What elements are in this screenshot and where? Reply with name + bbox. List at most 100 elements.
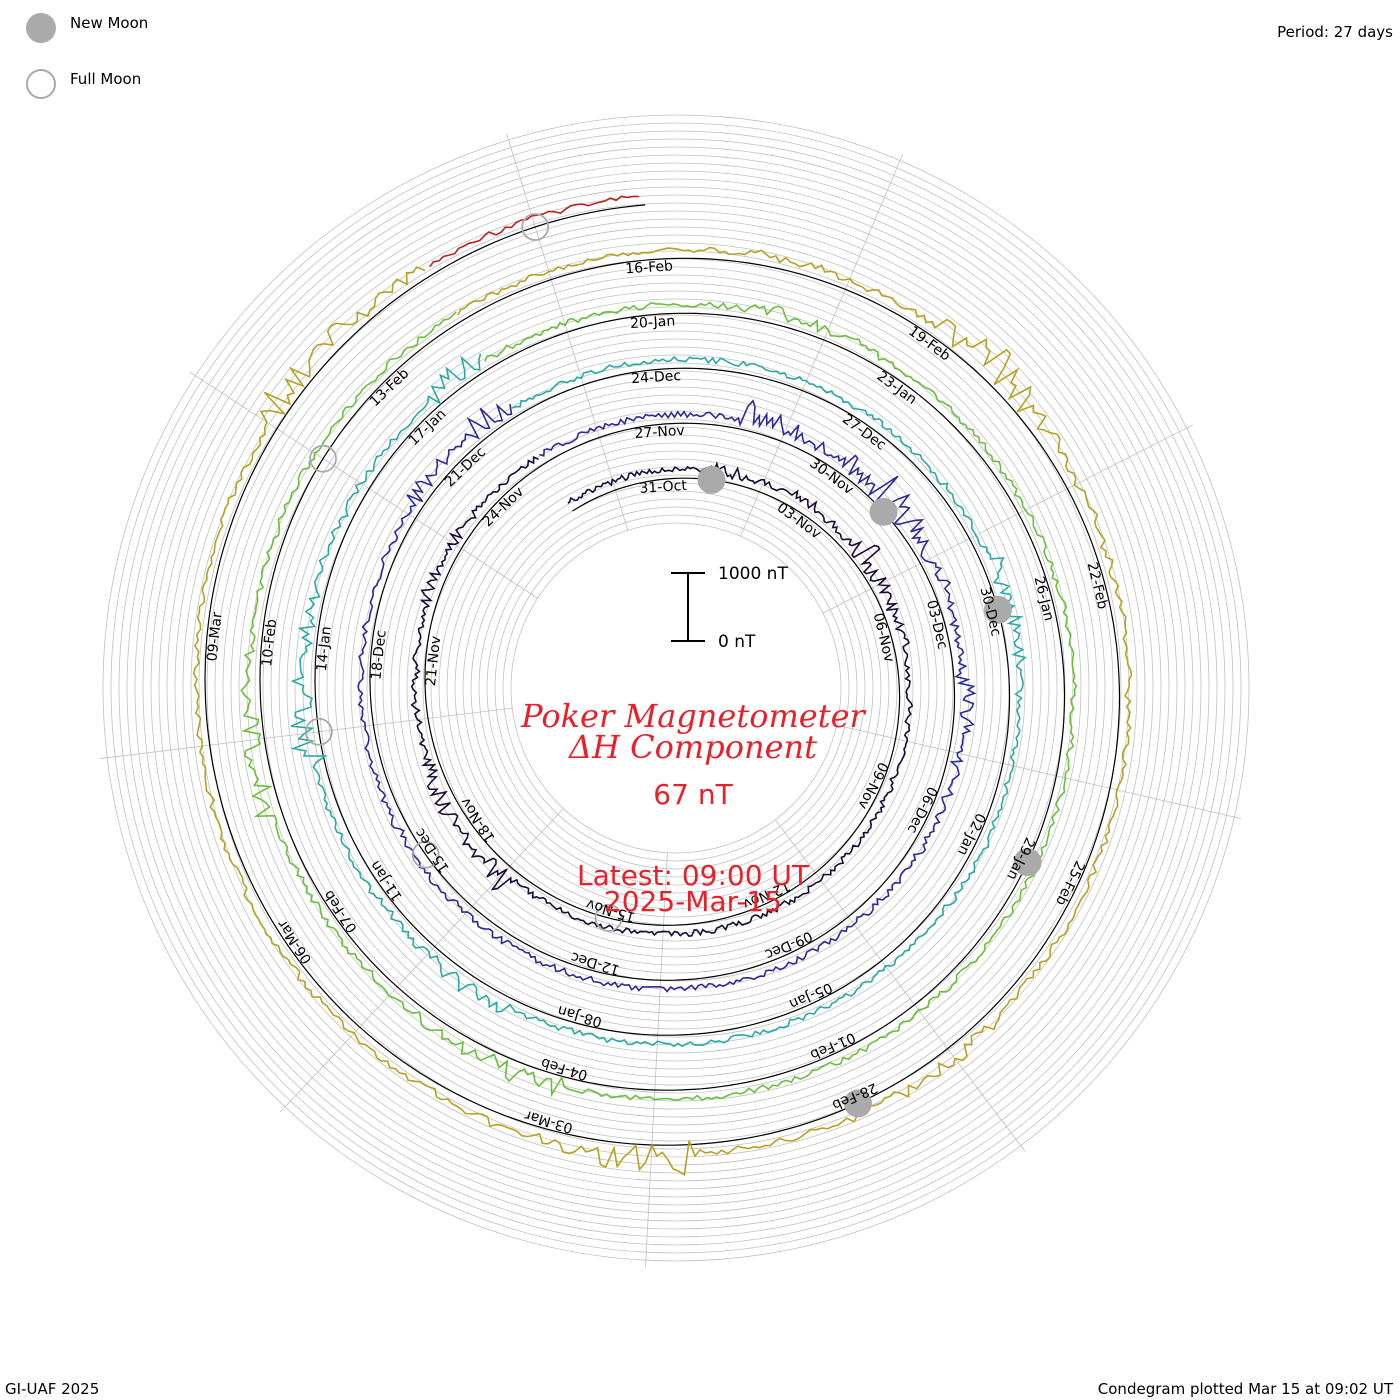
day-spoke (822, 424, 1194, 614)
grid-circle (510, 522, 842, 854)
date-labels: 31-Oct03-Nov06-Nov09-Nov12-Nov15-Nov18-N… (204, 258, 1110, 1136)
grid-circle (422, 434, 930, 942)
grid-circle (286, 298, 1066, 1078)
grid-circle (406, 418, 946, 958)
chart-subtitle: ΔH Component (567, 728, 817, 766)
date-label: 09-Dec (762, 928, 814, 963)
grid-circle (430, 442, 922, 934)
grid-circle (398, 410, 954, 966)
date-label: 31-Oct (639, 478, 688, 497)
scale-bar-bottom-label: 0 nT (718, 632, 756, 652)
new-moon-marker (697, 465, 726, 494)
new-moon-marker (843, 1089, 872, 1118)
grid-circle (174, 186, 1178, 1190)
data-series (192, 195, 1133, 1177)
date-label: 09-Mar (204, 611, 225, 662)
series-cycle-2 (357, 399, 977, 993)
grid-circle (326, 338, 1026, 1038)
date-label: 18-Dec (368, 629, 389, 680)
grid-circle (382, 394, 970, 982)
grid-circle (478, 490, 874, 886)
new-moon-marker (1013, 848, 1042, 877)
grid-circle (182, 194, 1170, 1182)
date-label: 21-Nov (423, 635, 444, 687)
series-cycle-5 (192, 246, 1133, 1177)
new-moon-legend-label: New Moon (70, 14, 148, 32)
date-label: 22-Feb (1084, 561, 1111, 611)
day-spoke (645, 852, 668, 1268)
grid-circle (414, 426, 938, 950)
grid-circle (158, 170, 1194, 1206)
grid-circle (334, 346, 1018, 1030)
full-moon-marker (304, 717, 333, 746)
grid-circle (198, 210, 1154, 1166)
full-moon-marker (594, 904, 623, 932)
series-cycle-3 (290, 353, 1027, 1048)
grid-circle (502, 514, 850, 862)
date-label: 07-Feb (321, 887, 361, 936)
grid-circle (454, 466, 898, 910)
grid-circle (438, 450, 914, 926)
moon-markers (304, 213, 1042, 1118)
latest-time: Latest: 09:00 UT (577, 859, 810, 892)
date-label: 06-Mar (275, 917, 316, 967)
grid-circle (126, 138, 1226, 1238)
date-label: 20-Jan (630, 313, 676, 332)
grid-circle (350, 362, 1002, 1014)
grid-circle (494, 506, 858, 870)
day-spoke (774, 819, 1026, 1152)
grid-circle (110, 122, 1242, 1254)
plotted-label: Condegram plotted Mar 15 at 09:02 UT (1098, 1380, 1394, 1398)
date-label: 16-Feb (625, 258, 674, 277)
date-label: 06-Nov (870, 611, 897, 664)
date-label: 08-Jan (556, 1002, 604, 1030)
grid-circle (254, 266, 1098, 1110)
grid-circle (470, 482, 882, 894)
grid-circle (230, 242, 1122, 1134)
day-spoke (836, 724, 1242, 819)
date-label: 09-Nov (854, 759, 891, 811)
grid-circle (366, 378, 986, 998)
date-label: 06-Dec (904, 784, 940, 836)
grid-circle (166, 178, 1186, 1198)
new-moon-marker (983, 595, 1012, 624)
grid-circle (246, 258, 1106, 1118)
date-label: 24-Nov (480, 484, 527, 530)
grid-circle (190, 202, 1162, 1174)
grid-circle (214, 226, 1138, 1150)
chart-title: Poker Magnetometer (520, 697, 866, 735)
title-block: Poker Magnetometer ΔH Component 67 nT La… (520, 697, 866, 918)
current-value: 67 nT (653, 778, 733, 811)
day-spoke (740, 153, 904, 537)
grid-circle (278, 290, 1074, 1086)
grid-circle (462, 474, 890, 902)
date-label: 14-Jan (314, 626, 335, 673)
credit-label: GI-UAF 2025 (5, 1380, 99, 1398)
scale-bar-top-label: 1000 nT (718, 564, 788, 584)
grid-circle (150, 162, 1202, 1214)
date-label: 27-Nov (634, 423, 685, 442)
full-moon-marker (309, 444, 337, 473)
full-moon-legend-icon (26, 69, 56, 99)
period-label: Period: 27 days (1277, 23, 1393, 41)
date-label: 15-Dec (412, 825, 453, 875)
date-label: 27-Dec (839, 411, 889, 453)
grid-circle (238, 250, 1114, 1126)
grid-circle (390, 402, 962, 974)
baseline-spiral (204, 204, 1121, 1146)
latest-date: 2025-Mar-15 (604, 885, 782, 918)
date-label: 24-Dec (631, 368, 682, 387)
date-label: 23-Jan (874, 368, 920, 408)
grid-circle (134, 146, 1218, 1230)
grid-circle (262, 274, 1090, 1102)
legend: New Moon Full Moon (26, 13, 148, 99)
baseline-spiral-path (204, 204, 1121, 1146)
series-cycle-4 (240, 301, 1078, 1102)
full-moon-legend-label: Full Moon (70, 70, 141, 88)
grid-circle (446, 458, 906, 918)
date-label: 18-Nov (457, 794, 498, 845)
date-label: 10-Feb (259, 618, 280, 667)
scale-bar: 1000 nT 0 nT (671, 564, 788, 652)
series-cycle-1 (410, 455, 914, 938)
